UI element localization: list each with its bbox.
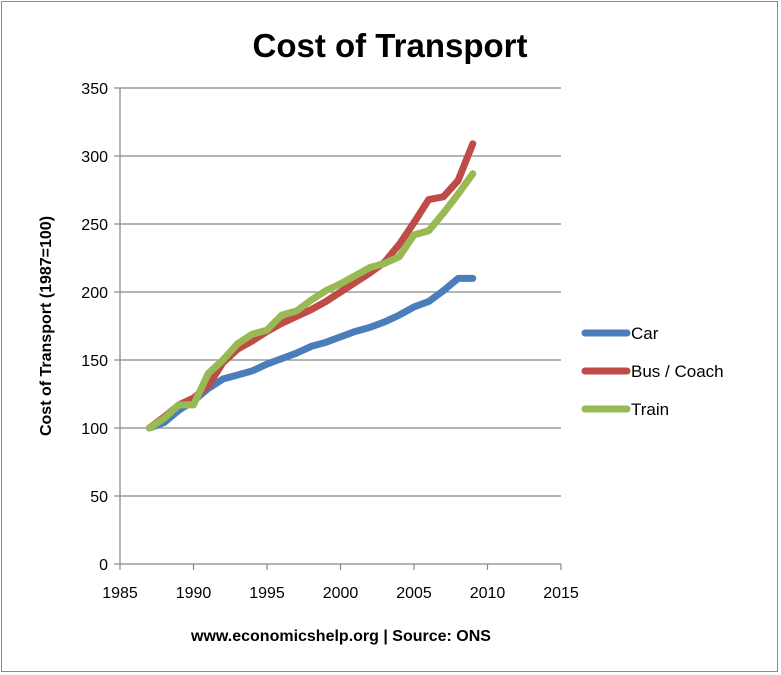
axes	[119, 88, 561, 565]
y-axis-label: Cost of Transport (1987=100)	[38, 216, 55, 436]
y-tick-label: 250	[81, 217, 108, 234]
y-tick-label: 100	[81, 421, 108, 438]
x-tick-label: 2010	[470, 585, 506, 602]
y-tick-label: 150	[81, 353, 108, 370]
x-tick-label: 1990	[176, 585, 212, 602]
legend-label-train: Train	[631, 400, 669, 419]
x-tick-label: 1995	[249, 585, 285, 602]
series-line-train	[145, 170, 477, 432]
gridlines	[120, 87, 561, 497]
legend: Car Bus / Coach Train	[581, 324, 724, 419]
y-tick-label: 200	[81, 285, 108, 302]
x-axis-ticks: 1985 1990 1995 2000 2005 2010 2015	[102, 564, 579, 602]
y-tick-label: 50	[90, 489, 108, 506]
chart-title: Cost of Transport	[252, 27, 527, 64]
series-line-bus-coach	[145, 140, 477, 432]
series-lines	[145, 140, 477, 432]
x-tick-label: 2005	[396, 585, 432, 602]
legend-label-bus-coach: Bus / Coach	[631, 362, 724, 381]
x-axis-label: www.economicshelp.org | Source: ONS	[190, 628, 491, 645]
x-tick-label: 1985	[102, 585, 138, 602]
y-tick-label: 350	[81, 81, 108, 98]
legend-label-car: Car	[631, 324, 659, 343]
x-tick-label: 2015	[543, 585, 579, 602]
x-tick-label: 2000	[323, 585, 359, 602]
y-tick-label: 0	[99, 557, 108, 574]
y-tick-label: 300	[81, 149, 108, 166]
y-axis-ticks: 0 50 100 150 200 250 300 350	[81, 81, 120, 574]
